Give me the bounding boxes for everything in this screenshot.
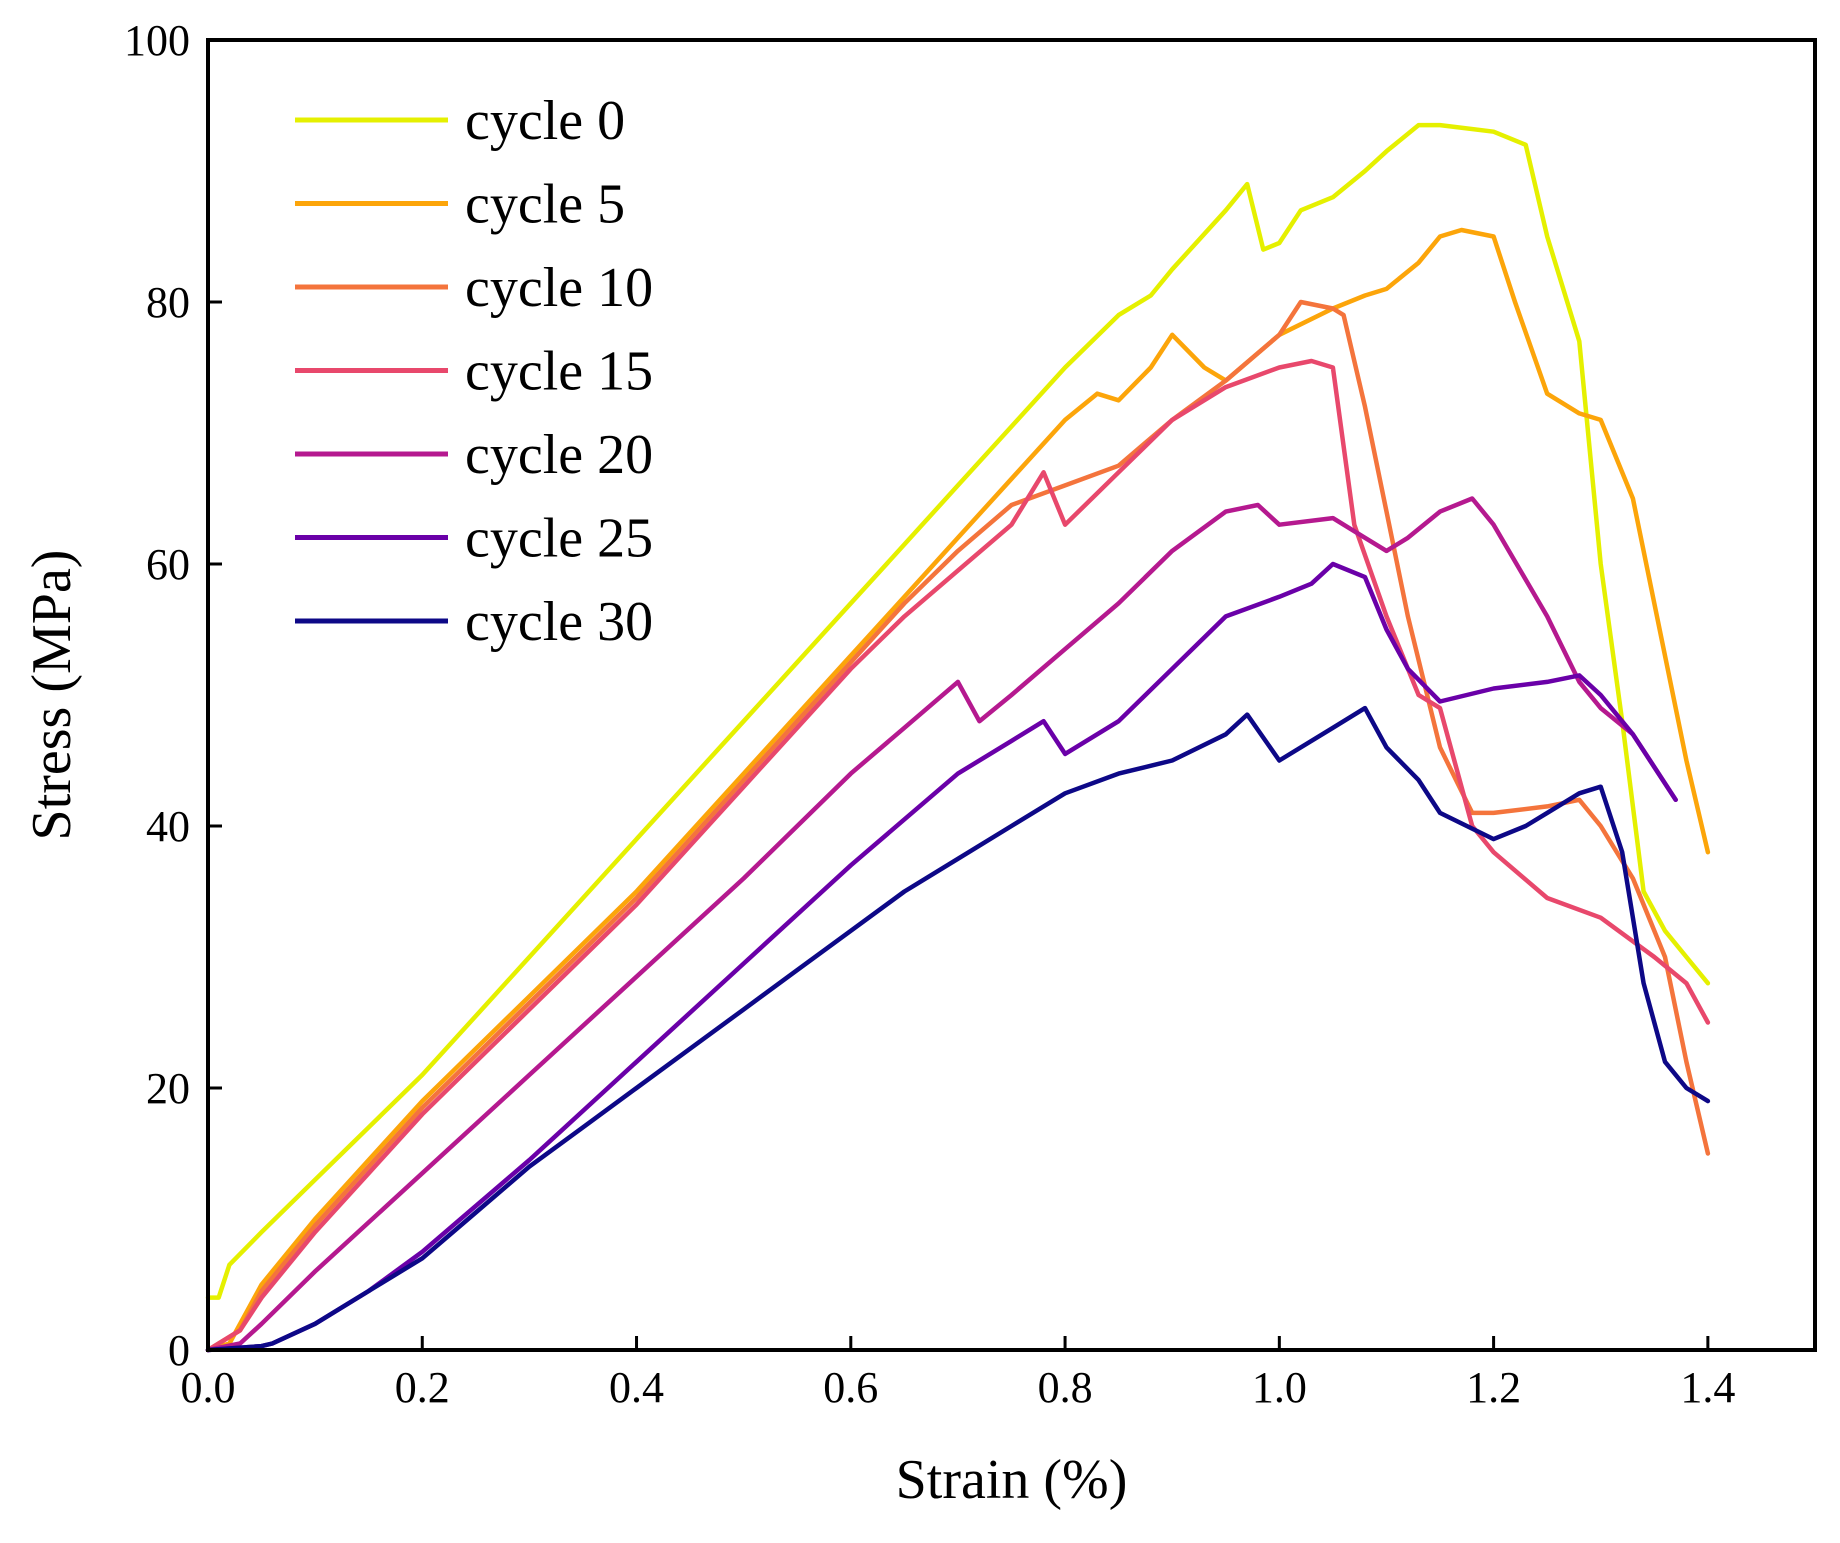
series-line-cycle-30 [205,705,1711,1353]
y-tick-label: 60 [146,540,190,589]
legend-label: cycle 25 [465,508,653,570]
x-tick-label: 1.4 [1680,1363,1735,1412]
x-tick-label: 0.8 [1038,1363,1093,1412]
series-line-cycle-0 [205,122,1711,1300]
legend-label: cycle 30 [465,591,653,653]
x-tick-label: 1.2 [1466,1363,1521,1412]
legend-label: cycle 15 [465,341,653,403]
y-tick-label: 80 [146,278,190,327]
y-axis-label: Stress (MPa) [21,550,83,841]
legend-label: cycle 5 [465,174,625,236]
legend: cycle 0 cycle 5 cycle 10 cycle 15 cycle 20 cy… [295,90,653,653]
series-line-cycle-25 [205,561,1678,1353]
legend-label: cycle 0 [465,90,625,152]
y-tick-label: 100 [124,16,190,65]
legend-label: cycle 10 [465,257,653,319]
y-tick-label: 40 [146,802,190,851]
x-tick-label: 0.0 [181,1363,236,1412]
y-tick-label: 20 [146,1064,190,1113]
x-tick-label: 0.6 [823,1363,878,1412]
series-line-cycle-5 [205,227,1711,1353]
ticks-layer: 0.0 0.2 0.4 0.6 0.8 1.0 1.2 1.4 0 20 40 60 80 100 [124,16,1735,1412]
x-tick-label: 1.0 [1252,1363,1307,1412]
x-axis-label: Strain (%) [896,1449,1128,1511]
series-layer [205,122,1711,1353]
legend-label: cycle 20 [465,424,653,486]
x-tick-label: 0.2 [395,1363,450,1412]
series-line-cycle-10 [205,299,1711,1353]
series-line-cycle-20 [205,496,1678,1353]
plot-frame [206,38,1817,1352]
y-tick-label: 0 [168,1326,190,1375]
x-tick-label: 0.4 [609,1363,664,1412]
